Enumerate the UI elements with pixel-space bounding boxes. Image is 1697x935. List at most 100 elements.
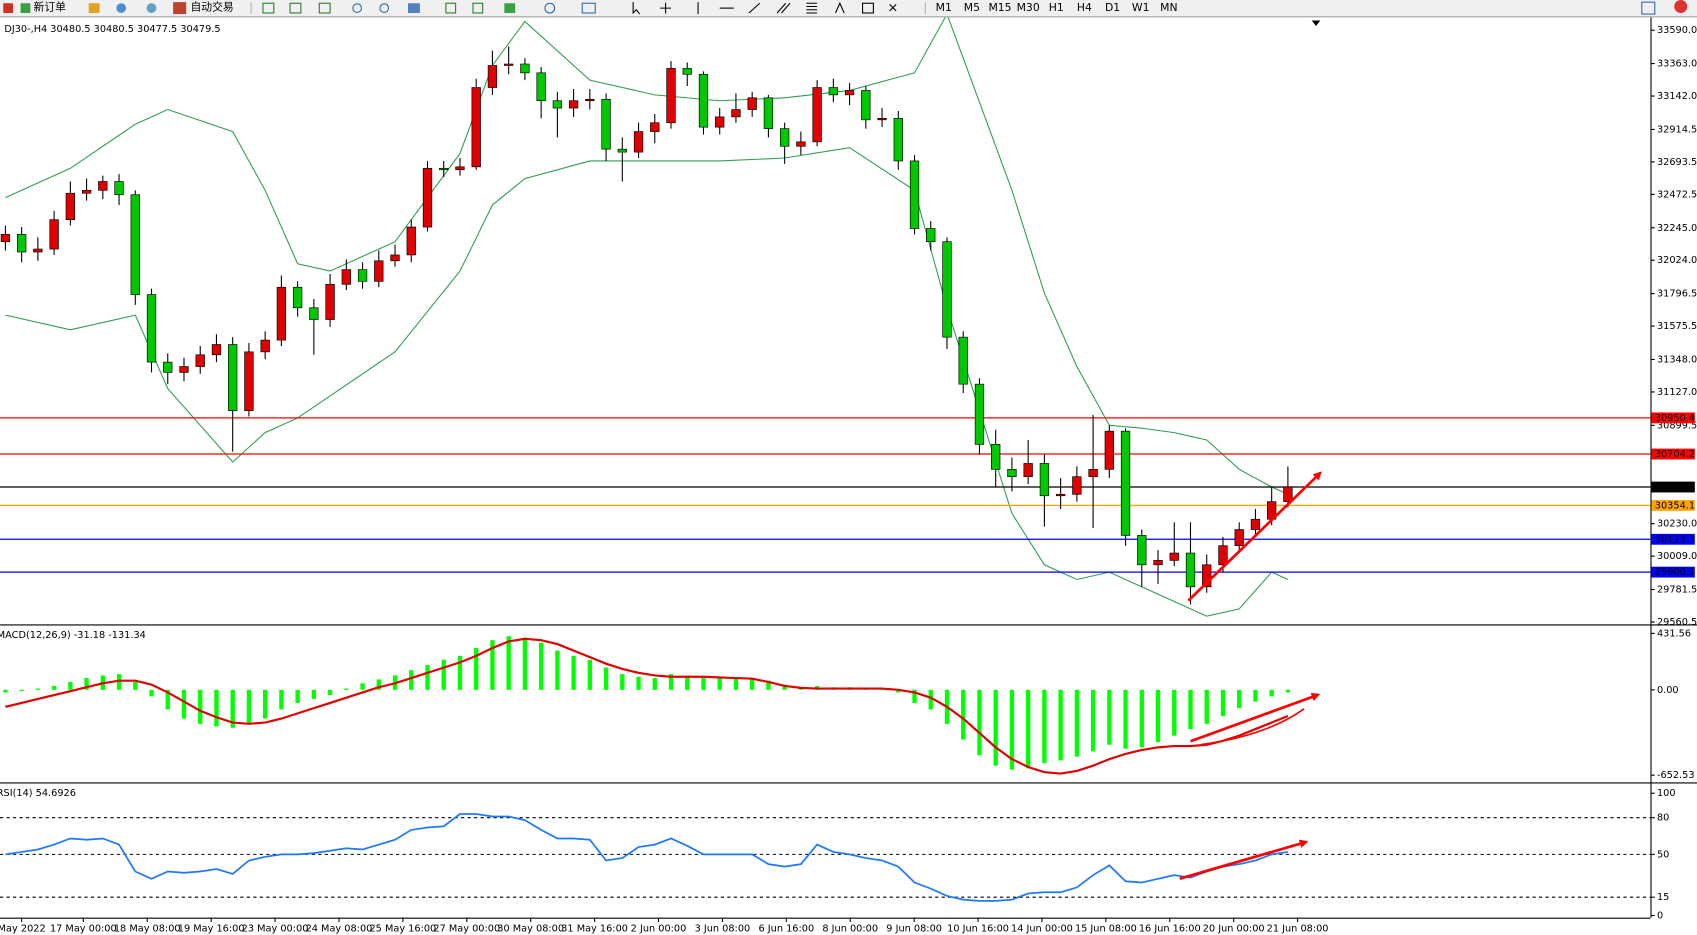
macd-bar	[993, 689, 998, 766]
toolbar	[0, 0, 1697, 17]
macd-bar	[262, 689, 268, 719]
candle-body	[406, 226, 416, 256]
rsi-tick-label: 80	[1657, 813, 1669, 824]
price-level-label: 30354.1	[1655, 500, 1695, 511]
timeframe-button[interactable]: H1	[1049, 1, 1064, 14]
x-tick-label: 18 May 08:00	[114, 924, 181, 935]
autotrade-button[interactable]: 自动交易	[190, 0, 233, 14]
candle-body	[731, 109, 741, 118]
candle-body	[439, 167, 449, 171]
candle-body	[1055, 493, 1066, 497]
search-icon[interactable]	[1641, 1, 1656, 15]
timeframe-button[interactable]: W1	[1132, 1, 1150, 14]
candle-body	[1023, 463, 1033, 478]
timeframe-button[interactable]: H4	[1077, 1, 1092, 14]
template-icon[interactable]	[581, 2, 596, 14]
candle-body	[1202, 564, 1212, 588]
trend-arrow	[1190, 692, 1321, 743]
candle-body	[909, 160, 920, 229]
candle-body	[487, 65, 498, 88]
macd-bar	[1188, 689, 1193, 730]
candle-body	[1088, 469, 1098, 478]
icon[interactable]	[88, 3, 100, 13]
price-level-label: 30950.4	[1655, 413, 1695, 424]
x-tick-label: 24 May 08:00	[306, 924, 373, 935]
fibo-tool[interactable]	[806, 2, 818, 14]
candle-body	[942, 241, 952, 338]
macd-bar	[1237, 689, 1242, 709]
zoom-out[interactable]	[379, 3, 390, 13]
icon[interactable]	[408, 3, 420, 13]
y-tick-label: 32914.5	[1657, 124, 1697, 135]
annotations	[1179, 471, 1322, 881]
timeframe-button[interactable]: M1	[936, 1, 952, 14]
candle-body	[682, 68, 692, 75]
y-tick-label: 30230.0	[1657, 519, 1697, 530]
x-tick-label: 23 May 00:00	[242, 924, 309, 935]
icon[interactable]	[262, 2, 275, 14]
rsi-tick-label: 100	[1657, 788, 1676, 799]
candle-body	[861, 90, 871, 121]
macd-bar	[1139, 689, 1144, 748]
icon[interactable]	[116, 3, 127, 13]
shapes-tool[interactable]	[889, 3, 897, 12]
macd-bar	[506, 636, 511, 690]
label-tool[interactable]	[862, 2, 874, 14]
price-level-label: 29900.1	[1655, 567, 1695, 578]
macd-bar	[668, 674, 674, 690]
icon[interactable]	[472, 2, 484, 14]
timeframe-button[interactable]: MN	[1160, 1, 1177, 14]
new-order-icon[interactable]	[20, 3, 31, 13]
macd-bar	[701, 678, 706, 690]
new-order-button[interactable]: 新订单	[34, 0, 67, 14]
candle-body	[536, 72, 546, 102]
period-icon[interactable]	[544, 2, 556, 14]
macd-bar	[928, 689, 933, 710]
candle-body	[276, 286, 287, 341]
macd-signal	[5, 637, 1289, 775]
candle-body	[520, 63, 530, 74]
candle-body	[666, 68, 676, 124]
x-tick-label: May 2022	[0, 924, 46, 935]
y-tick-label: 32472.5	[1657, 189, 1697, 200]
macd-bar	[1155, 689, 1161, 743]
icon[interactable]	[289, 2, 302, 14]
timeframe-button[interactable]: M5	[964, 1, 980, 14]
cursor-tool[interactable]	[632, 2, 641, 15]
icon[interactable]	[445, 2, 457, 14]
candle-body	[357, 269, 368, 282]
candle-body	[292, 286, 303, 309]
candle-body	[1250, 518, 1261, 530]
y-tick-label: 30899.5	[1657, 420, 1697, 431]
macd-bar	[620, 674, 625, 690]
icon[interactable]	[318, 2, 331, 14]
zoom-in[interactable]	[352, 3, 363, 13]
candle-body	[1072, 476, 1082, 495]
candle-body	[617, 148, 627, 153]
candle-body	[779, 128, 790, 147]
macd-label: MACD(12,26,9) -31.18 -131.34	[0, 630, 146, 641]
y-tick-label: 33142.0	[1657, 91, 1697, 102]
icon[interactable]	[146, 3, 157, 13]
macd-bar	[1042, 689, 1047, 764]
text-tool[interactable]	[835, 1, 845, 14]
trend-arrow	[1179, 839, 1309, 881]
candle-body	[49, 219, 59, 250]
macd-bar	[344, 688, 349, 690]
crosshair-tool[interactable]	[660, 2, 672, 14]
macd-bar	[214, 689, 219, 727]
macd-bar	[376, 679, 381, 690]
channel-tool[interactable]	[776, 2, 791, 14]
autotrade-icon[interactable]	[173, 2, 187, 15]
trend-arrow	[1187, 471, 1322, 602]
trendline-tool[interactable]	[748, 2, 761, 14]
icon[interactable]	[3, 3, 13, 13]
candle-body	[974, 383, 985, 445]
macd-bar	[149, 689, 154, 697]
timeframe-button[interactable]: M30	[1017, 1, 1040, 14]
indicator-icon[interactable]	[504, 3, 516, 13]
timeframe-button[interactable]: M15	[988, 1, 1011, 14]
alert-icon[interactable]	[1674, 0, 1688, 13]
timeframe-button[interactable]: D1	[1105, 1, 1120, 14]
